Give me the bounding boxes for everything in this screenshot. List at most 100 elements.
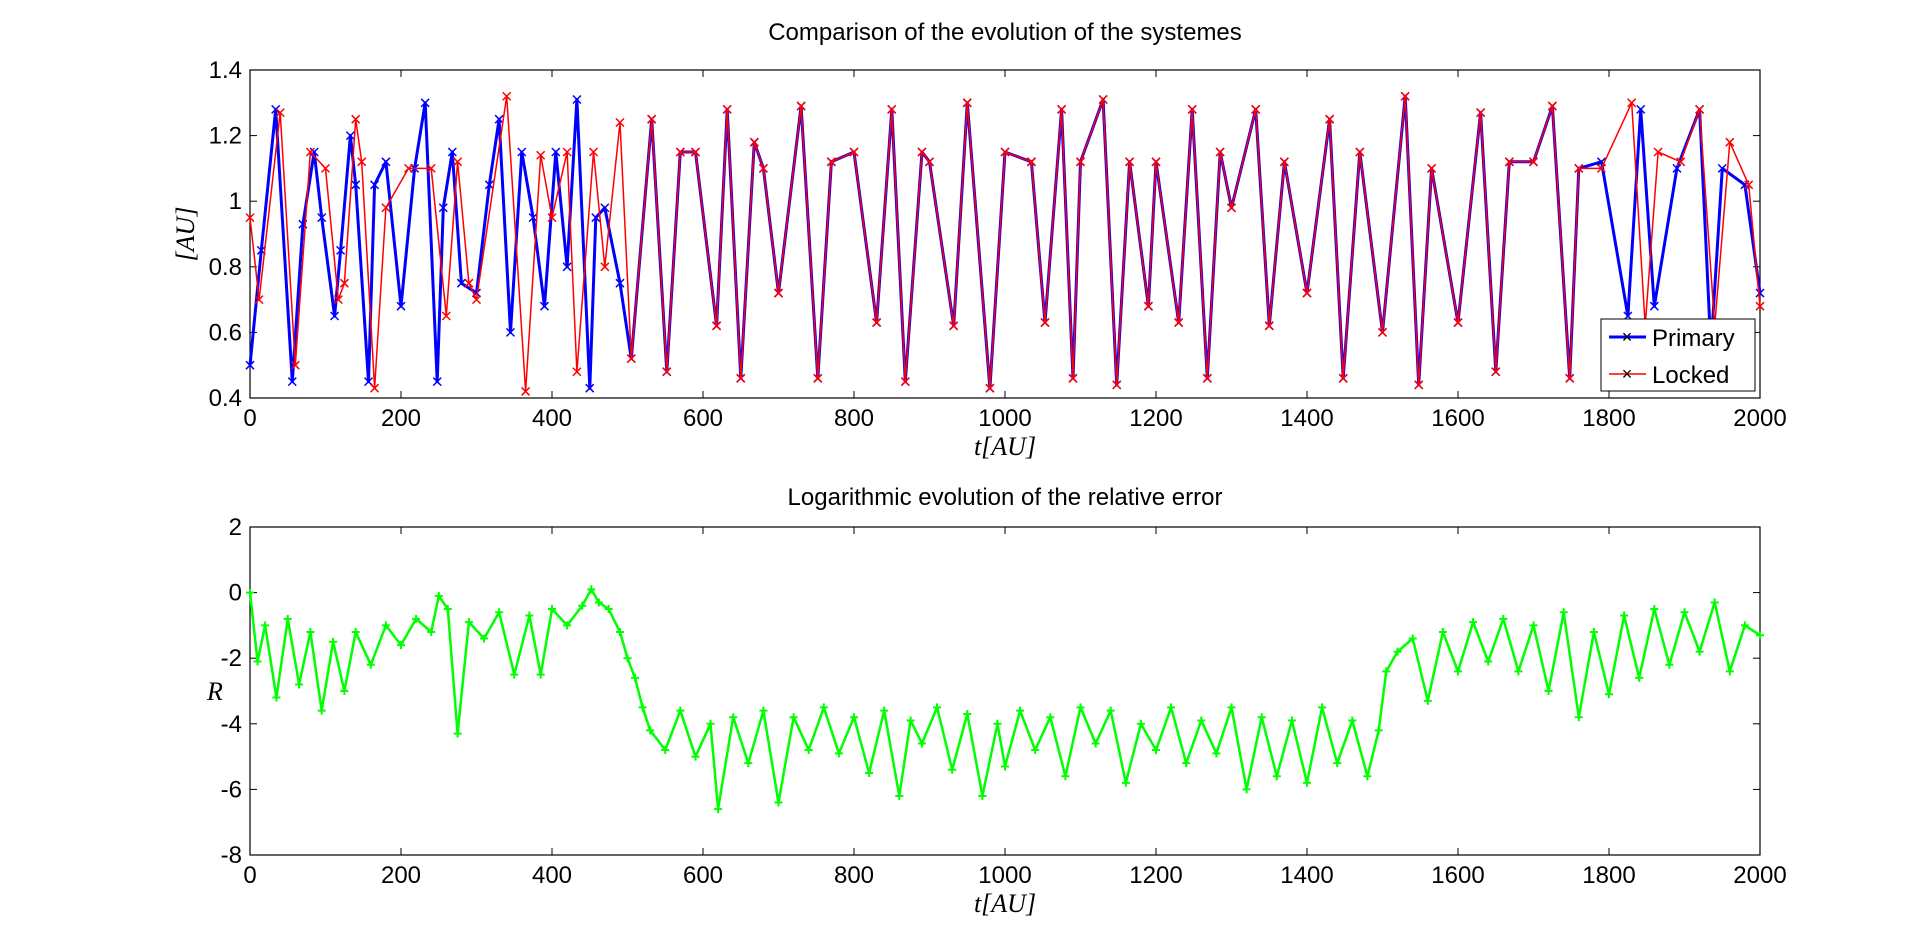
error-point <box>1650 605 1659 613</box>
x-tick-label: 1800 <box>1582 862 1635 889</box>
series-primary-point <box>271 104 281 114</box>
error-point <box>1680 608 1689 617</box>
series-primary-point <box>351 180 361 190</box>
x-tick-label: 600 <box>683 862 723 889</box>
error-point <box>906 716 915 725</box>
series-locked-point <box>351 114 361 124</box>
error-point <box>317 706 326 715</box>
error-point <box>1318 703 1327 712</box>
series-locked-point <box>502 91 512 101</box>
series-primary-point <box>539 301 549 311</box>
error-point <box>329 637 338 646</box>
series-locked-point <box>647 114 657 124</box>
error-point <box>1182 759 1191 768</box>
top-plot-ticks: 0 200 400 600 800 1000 1200 1400 1600 1800 2000 0.4… <box>209 57 1787 432</box>
error-point <box>548 605 556 613</box>
series-locked-point <box>333 295 343 305</box>
error-point <box>933 703 942 712</box>
error-point <box>646 726 655 735</box>
series-primary-point <box>447 147 457 157</box>
series-locked-point <box>453 157 463 167</box>
bottom-plot-xlabel: t[AU] <box>974 889 1036 918</box>
series-primary-point <box>456 278 466 288</box>
series-locked-point <box>1251 104 1261 114</box>
series-primary-point <box>494 114 504 124</box>
series-locked-point <box>1547 101 1557 111</box>
series-locked-point <box>712 321 722 331</box>
series-locked-point <box>1596 163 1606 173</box>
x-tick-label: 1000 <box>978 405 1031 432</box>
series-0-line <box>248 588 1761 811</box>
y-tick-label: 1.2 <box>209 123 242 150</box>
y-tick-label: -4 <box>221 711 242 738</box>
series-locked-point <box>357 157 367 167</box>
error-point <box>1287 716 1296 725</box>
error-point <box>1001 762 1009 771</box>
y-tick-label: 0.8 <box>209 254 242 281</box>
error-point <box>1382 667 1391 676</box>
series-locked-point <box>245 213 255 223</box>
error-point <box>306 627 315 636</box>
error-point <box>246 588 254 597</box>
series-primary-point <box>317 213 327 223</box>
series-locked-point <box>849 147 859 157</box>
y-tick-label: 0.6 <box>209 319 242 346</box>
series-primary-point <box>245 360 255 370</box>
error-point <box>381 621 390 630</box>
y-tick-label: 0.4 <box>209 385 242 412</box>
error-point <box>1499 614 1508 623</box>
y-tick-label: -2 <box>221 645 242 672</box>
x-tick-label: 200 <box>381 405 421 432</box>
error-point <box>464 618 473 627</box>
series-locked-point <box>1755 301 1765 311</box>
bottom-plot: Logarithmic evolution of the relative er… <box>206 484 1787 918</box>
series-primary-point <box>615 278 625 288</box>
series-locked-point <box>900 377 910 387</box>
error-point <box>1257 713 1266 722</box>
top-plot-axes-box <box>249 69 1761 399</box>
series-locked-point <box>588 147 599 157</box>
x-tick-label: 1400 <box>1280 405 1333 432</box>
error-point <box>295 680 304 689</box>
error-point <box>1106 706 1115 715</box>
error-point <box>1061 772 1070 781</box>
top-plot-ylabel: [AU] <box>171 207 200 262</box>
series-locked-point <box>615 117 625 128</box>
error-point <box>895 791 904 800</box>
error-point <box>714 805 723 814</box>
error-point <box>631 673 640 682</box>
series-locked-point <box>1215 147 1225 157</box>
series-locked-point <box>758 163 768 173</box>
series-locked-point <box>722 104 732 114</box>
error-point <box>865 769 874 777</box>
series-locked-point <box>736 373 746 383</box>
error-point <box>1303 778 1311 787</box>
series-locked-point <box>600 262 610 272</box>
error-point <box>1605 690 1613 699</box>
x-tick-label: 1200 <box>1129 405 1182 432</box>
series-locked-point <box>1264 321 1274 331</box>
series-locked-point <box>626 354 636 364</box>
series-locked-point <box>1151 157 1161 167</box>
legend-primary-marker: × <box>1622 327 1633 347</box>
error-point <box>272 693 281 702</box>
series-primary-point <box>438 203 448 213</box>
series-locked-point <box>962 98 972 108</box>
x-tick-label: 400 <box>532 862 572 889</box>
error-point <box>1408 634 1417 643</box>
series-locked-point <box>872 318 882 328</box>
error-point <box>1242 785 1251 794</box>
series-locked-point <box>1202 373 1212 383</box>
x-tick-label: 1400 <box>1280 862 1333 889</box>
error-point <box>412 614 421 623</box>
error-point <box>525 611 534 620</box>
error-point <box>340 687 349 695</box>
error-point <box>623 654 632 663</box>
error-point <box>1438 627 1447 636</box>
series-locked-point <box>949 321 959 331</box>
series-primary-point <box>336 245 346 255</box>
top-plot-title: Comparison of the evolution of the syste… <box>768 19 1242 46</box>
error-point <box>834 749 843 758</box>
series-locked-point <box>1226 203 1237 213</box>
